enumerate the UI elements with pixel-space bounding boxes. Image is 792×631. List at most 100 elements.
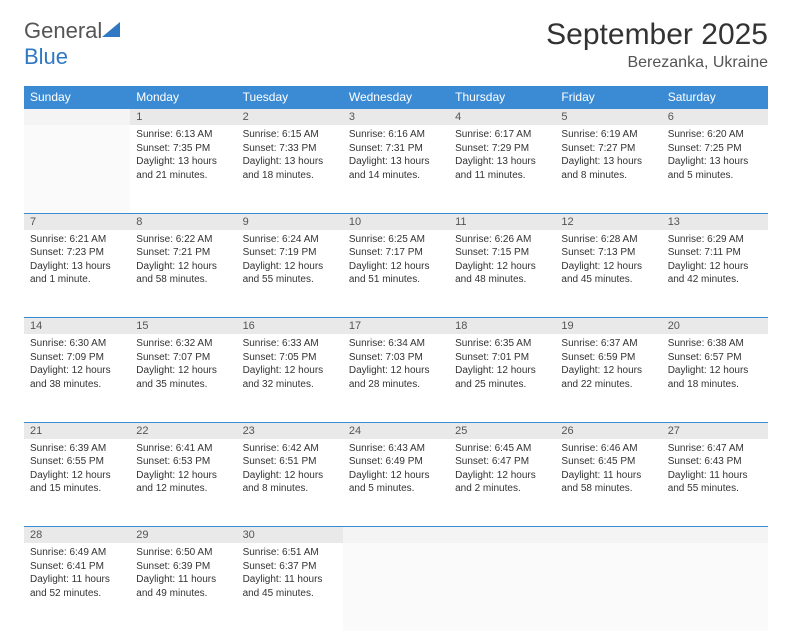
daylight-text: Daylight: 12 hours and 5 minutes. <box>349 469 443 496</box>
day-number-cell: 4 <box>449 109 555 126</box>
calendar-table: Sunday Monday Tuesday Wednesday Thursday… <box>24 86 768 631</box>
sunrise-text: Sunrise: 6:26 AM <box>455 233 549 247</box>
sunset-text: Sunset: 6:51 PM <box>243 455 337 469</box>
day-content-cell: Sunrise: 6:42 AMSunset: 6:51 PMDaylight:… <box>237 439 343 527</box>
sunrise-text: Sunrise: 6:22 AM <box>136 233 230 247</box>
sunset-text: Sunset: 7:19 PM <box>243 246 337 260</box>
sunrise-text: Sunrise: 6:42 AM <box>243 442 337 456</box>
daylight-text: Daylight: 13 hours and 14 minutes. <box>349 155 443 182</box>
sunrise-text: Sunrise: 6:49 AM <box>30 546 124 560</box>
daylight-text: Daylight: 13 hours and 8 minutes. <box>561 155 655 182</box>
day-number-cell: 6 <box>662 109 768 126</box>
day-number-cell <box>343 527 449 544</box>
content-row: Sunrise: 6:21 AMSunset: 7:23 PMDaylight:… <box>24 230 768 318</box>
day-number-cell: 23 <box>237 422 343 439</box>
daylight-text: Daylight: 12 hours and 18 minutes. <box>668 364 762 391</box>
sunset-text: Sunset: 7:01 PM <box>455 351 549 365</box>
sunset-text: Sunset: 6:53 PM <box>136 455 230 469</box>
sunrise-text: Sunrise: 6:32 AM <box>136 337 230 351</box>
logo-text-b: Blue <box>24 44 68 69</box>
sunset-text: Sunset: 7:25 PM <box>668 142 762 156</box>
sunrise-text: Sunrise: 6:30 AM <box>30 337 124 351</box>
sunset-text: Sunset: 7:05 PM <box>243 351 337 365</box>
day-number-cell: 5 <box>555 109 661 126</box>
sunset-text: Sunset: 6:57 PM <box>668 351 762 365</box>
day-content-cell <box>449 543 555 631</box>
weekday-header: Monday <box>130 86 236 109</box>
sunrise-text: Sunrise: 6:13 AM <box>136 128 230 142</box>
day-number-cell: 24 <box>343 422 449 439</box>
header: General Blue September 2025 Berezanka, U… <box>24 18 768 72</box>
sunrise-text: Sunrise: 6:34 AM <box>349 337 443 351</box>
day-content-cell: Sunrise: 6:39 AMSunset: 6:55 PMDaylight:… <box>24 439 130 527</box>
day-content-cell: Sunrise: 6:41 AMSunset: 6:53 PMDaylight:… <box>130 439 236 527</box>
sunset-text: Sunset: 7:09 PM <box>30 351 124 365</box>
content-row: Sunrise: 6:49 AMSunset: 6:41 PMDaylight:… <box>24 543 768 631</box>
day-content-cell: Sunrise: 6:45 AMSunset: 6:47 PMDaylight:… <box>449 439 555 527</box>
weekday-header-row: Sunday Monday Tuesday Wednesday Thursday… <box>24 86 768 109</box>
sunrise-text: Sunrise: 6:28 AM <box>561 233 655 247</box>
sunset-text: Sunset: 7:27 PM <box>561 142 655 156</box>
sunset-text: Sunset: 6:49 PM <box>349 455 443 469</box>
day-number-cell: 28 <box>24 527 130 544</box>
sunset-text: Sunset: 7:29 PM <box>455 142 549 156</box>
weekday-header: Wednesday <box>343 86 449 109</box>
day-number-cell: 10 <box>343 213 449 230</box>
content-row: Sunrise: 6:39 AMSunset: 6:55 PMDaylight:… <box>24 439 768 527</box>
sunrise-text: Sunrise: 6:20 AM <box>668 128 762 142</box>
sunrise-text: Sunrise: 6:45 AM <box>455 442 549 456</box>
day-content-cell: Sunrise: 6:50 AMSunset: 6:39 PMDaylight:… <box>130 543 236 631</box>
title-block: September 2025 Berezanka, Ukraine <box>546 18 768 72</box>
daylight-text: Daylight: 12 hours and 8 minutes. <box>243 469 337 496</box>
day-content-cell: Sunrise: 6:21 AMSunset: 7:23 PMDaylight:… <box>24 230 130 318</box>
day-number-cell: 29 <box>130 527 236 544</box>
sunset-text: Sunset: 6:39 PM <box>136 560 230 574</box>
day-content-cell: Sunrise: 6:29 AMSunset: 7:11 PMDaylight:… <box>662 230 768 318</box>
daylight-text: Daylight: 12 hours and 28 minutes. <box>349 364 443 391</box>
day-content-cell: Sunrise: 6:38 AMSunset: 6:57 PMDaylight:… <box>662 334 768 422</box>
daylight-text: Daylight: 12 hours and 48 minutes. <box>455 260 549 287</box>
day-number-cell <box>24 109 130 126</box>
day-number-cell: 12 <box>555 213 661 230</box>
sunrise-text: Sunrise: 6:19 AM <box>561 128 655 142</box>
weekday-header: Sunday <box>24 86 130 109</box>
day-content-cell: Sunrise: 6:24 AMSunset: 7:19 PMDaylight:… <box>237 230 343 318</box>
sunset-text: Sunset: 6:37 PM <box>243 560 337 574</box>
sunrise-text: Sunrise: 6:24 AM <box>243 233 337 247</box>
day-number-cell <box>662 527 768 544</box>
sunset-text: Sunset: 7:15 PM <box>455 246 549 260</box>
sunrise-text: Sunrise: 6:16 AM <box>349 128 443 142</box>
day-content-cell: Sunrise: 6:47 AMSunset: 6:43 PMDaylight:… <box>662 439 768 527</box>
content-row: Sunrise: 6:30 AMSunset: 7:09 PMDaylight:… <box>24 334 768 422</box>
day-number-cell: 17 <box>343 318 449 335</box>
daylight-text: Daylight: 13 hours and 18 minutes. <box>243 155 337 182</box>
sunset-text: Sunset: 7:21 PM <box>136 246 230 260</box>
day-content-cell: Sunrise: 6:13 AMSunset: 7:35 PMDaylight:… <box>130 125 236 213</box>
daylight-text: Daylight: 12 hours and 42 minutes. <box>668 260 762 287</box>
day-content-cell: Sunrise: 6:33 AMSunset: 7:05 PMDaylight:… <box>237 334 343 422</box>
sunset-text: Sunset: 7:35 PM <box>136 142 230 156</box>
sunrise-text: Sunrise: 6:21 AM <box>30 233 124 247</box>
page-title: September 2025 <box>546 18 768 52</box>
day-number-cell: 22 <box>130 422 236 439</box>
day-number-cell: 18 <box>449 318 555 335</box>
sunset-text: Sunset: 6:41 PM <box>30 560 124 574</box>
weekday-header: Thursday <box>449 86 555 109</box>
day-content-cell: Sunrise: 6:20 AMSunset: 7:25 PMDaylight:… <box>662 125 768 213</box>
day-content-cell <box>343 543 449 631</box>
sunrise-text: Sunrise: 6:47 AM <box>668 442 762 456</box>
daylight-text: Daylight: 12 hours and 38 minutes. <box>30 364 124 391</box>
sunrise-text: Sunrise: 6:43 AM <box>349 442 443 456</box>
daylight-text: Daylight: 11 hours and 55 minutes. <box>668 469 762 496</box>
weekday-header: Tuesday <box>237 86 343 109</box>
sunset-text: Sunset: 6:43 PM <box>668 455 762 469</box>
day-number-cell: 19 <box>555 318 661 335</box>
daynum-row: 21222324252627 <box>24 422 768 439</box>
sunrise-text: Sunrise: 6:25 AM <box>349 233 443 247</box>
day-number-cell: 21 <box>24 422 130 439</box>
logo-text-a: General <box>24 18 102 43</box>
daylight-text: Daylight: 12 hours and 22 minutes. <box>561 364 655 391</box>
logo-text: General Blue <box>24 18 124 70</box>
day-content-cell: Sunrise: 6:26 AMSunset: 7:15 PMDaylight:… <box>449 230 555 318</box>
daylight-text: Daylight: 12 hours and 58 minutes. <box>136 260 230 287</box>
